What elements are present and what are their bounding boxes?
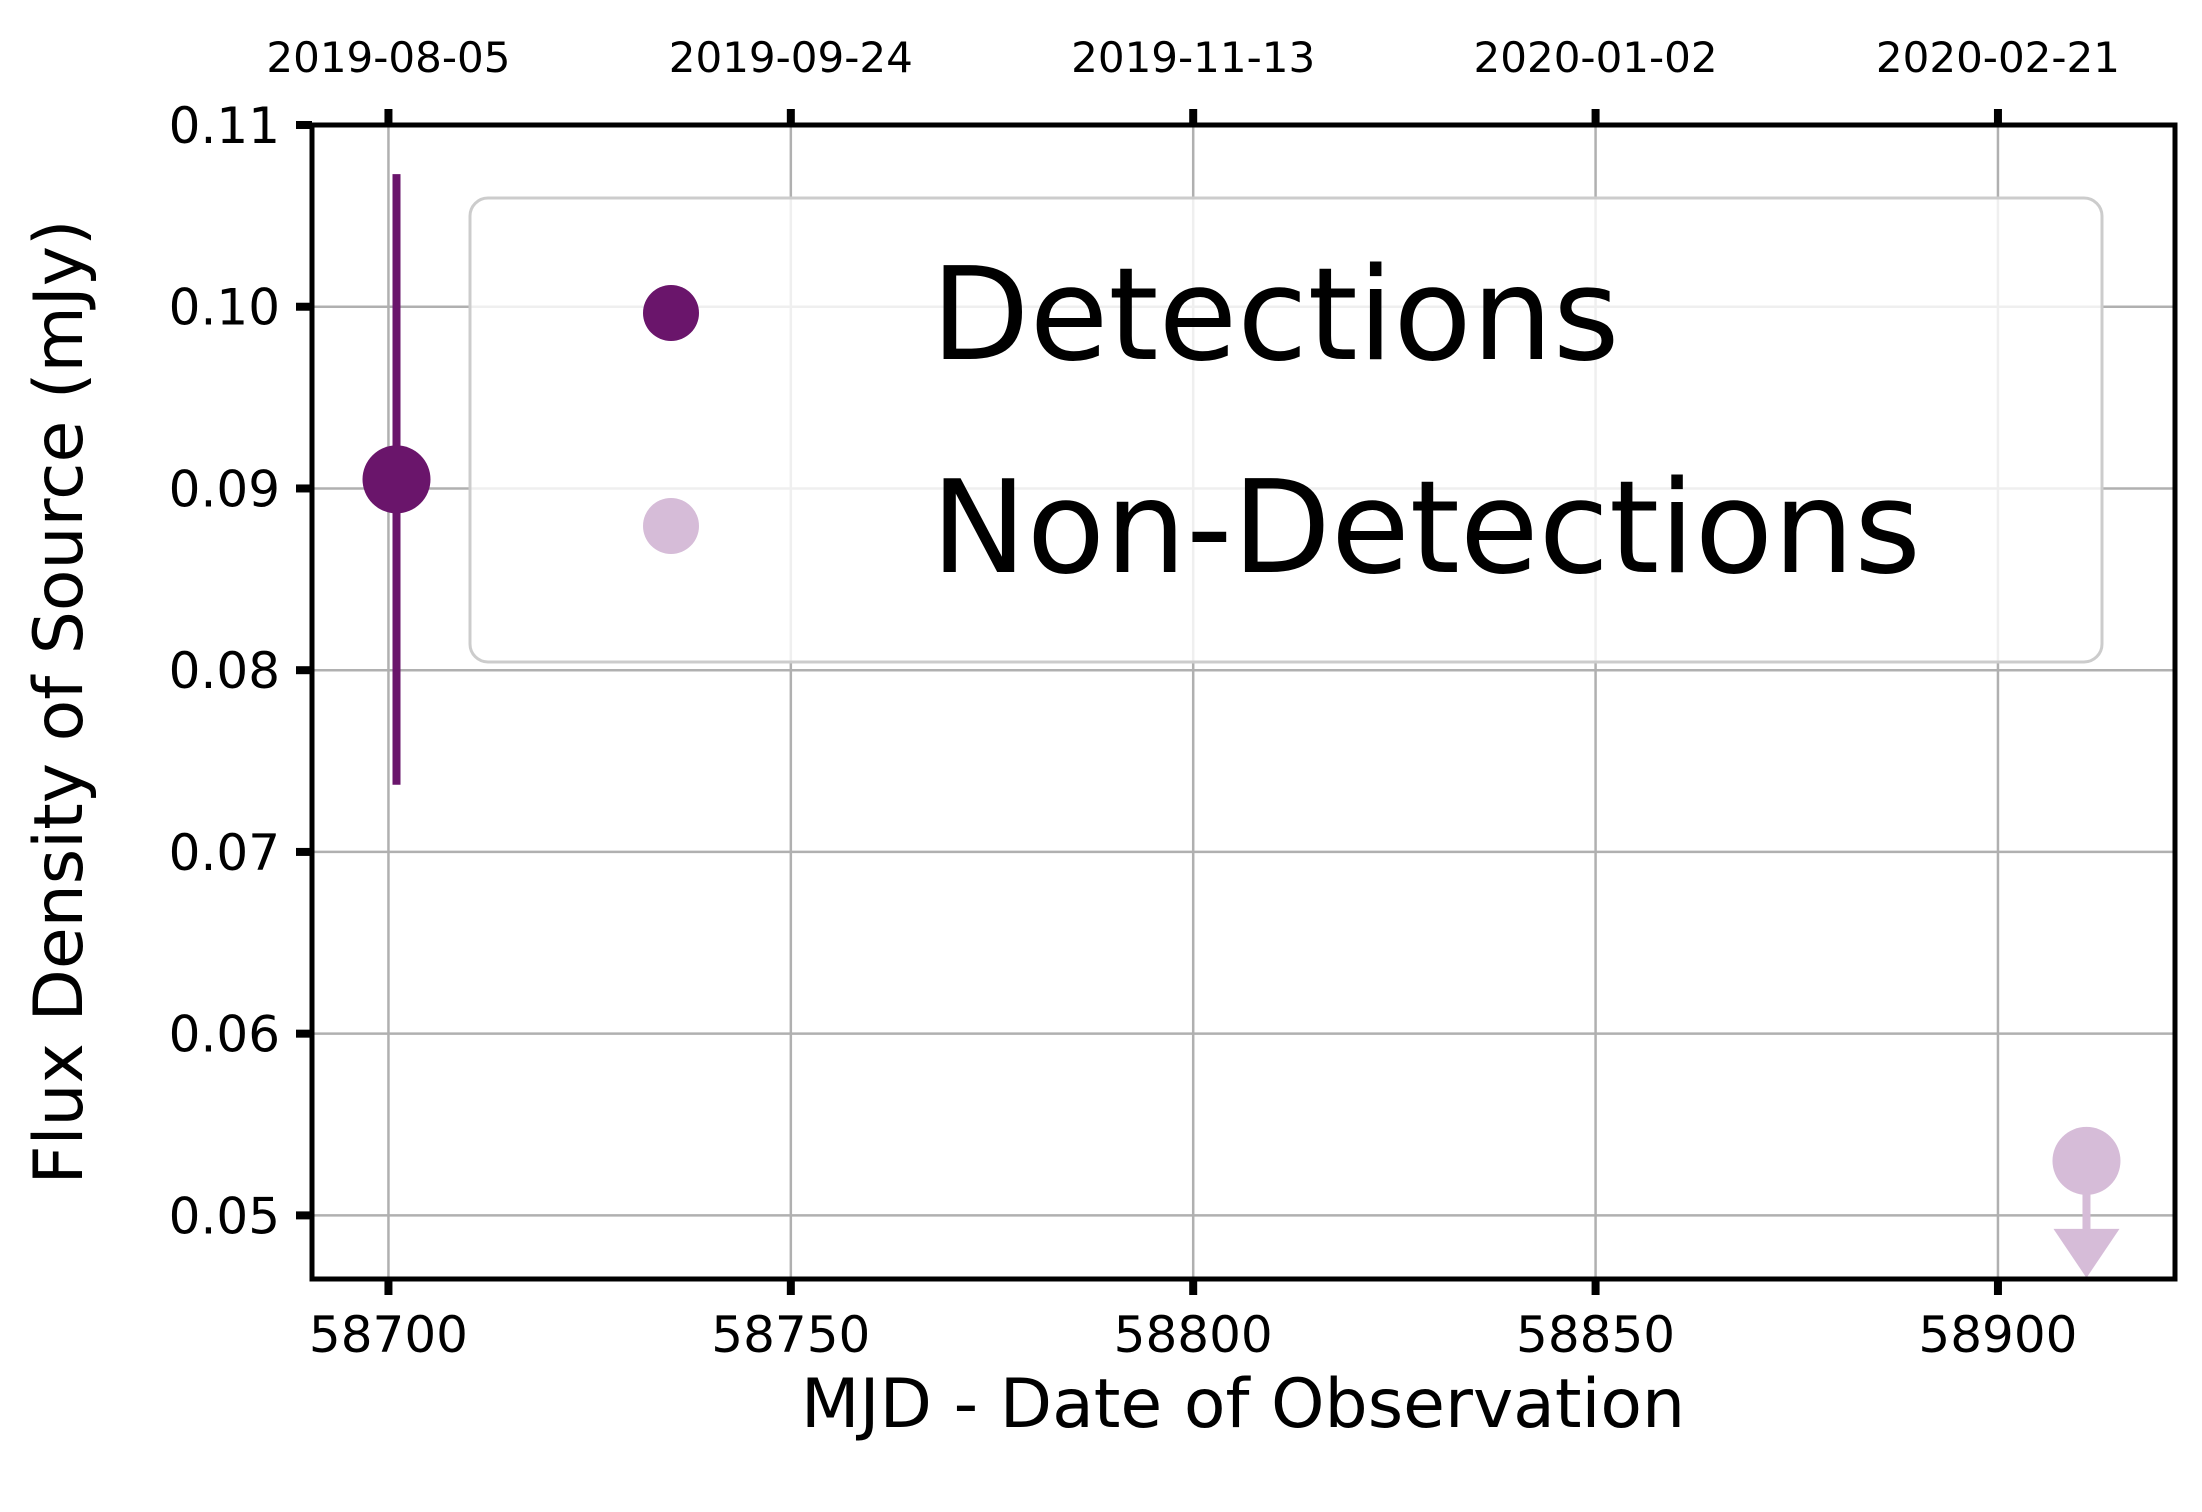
y-tick-label: 0.06 bbox=[169, 1006, 280, 1064]
legend-label: Non-Detections bbox=[931, 454, 1921, 603]
legend-marker bbox=[643, 498, 699, 554]
top-date-tick-label: 2019-11-13 bbox=[1071, 33, 1315, 82]
top-date-tick-label: 2020-02-21 bbox=[1876, 33, 2120, 82]
x-tick-label: 58900 bbox=[1918, 1306, 2077, 1364]
x-tick-label: 58700 bbox=[309, 1306, 468, 1364]
top-date-tick-label: 2019-08-05 bbox=[266, 33, 510, 82]
data-points bbox=[362, 174, 2121, 1278]
y-axis-title: Flux Density of Source (mJy) bbox=[20, 219, 99, 1184]
y-tick-label: 0.10 bbox=[169, 279, 280, 337]
x-tick-label: 58750 bbox=[711, 1306, 870, 1364]
plot-frame bbox=[309, 122, 2178, 1282]
detection-point bbox=[362, 445, 431, 514]
top-date-tick-label: 2020-01-02 bbox=[1474, 33, 1718, 82]
tick-labels: 58700 2019-08-05 58750 2019-09-24 58800 2019-… bbox=[169, 33, 2120, 1364]
y-tick-label: 0.09 bbox=[169, 460, 280, 518]
y-tick-label: 0.07 bbox=[169, 824, 280, 882]
tick-marks bbox=[296, 109, 2002, 1295]
x-axis-title: MJD - Date of Observation bbox=[801, 1365, 1685, 1444]
top-date-tick-label: 2019-09-24 bbox=[669, 33, 913, 82]
legend-marker bbox=[643, 285, 699, 341]
legend-label: Detections bbox=[931, 241, 1620, 390]
upper-limit-arrow bbox=[2053, 1228, 2120, 1278]
x-tick-label: 58800 bbox=[1114, 1306, 1273, 1364]
legend: Detections Non-Detections bbox=[468, 196, 2104, 664]
x-tick-label: 58850 bbox=[1516, 1306, 1675, 1364]
non-detection-point bbox=[2052, 1126, 2121, 1195]
legend-box bbox=[468, 196, 2104, 664]
y-tick-label: 0.08 bbox=[169, 642, 280, 700]
y-tick-label: 0.05 bbox=[169, 1187, 280, 1245]
y-tick-label: 0.11 bbox=[169, 97, 280, 155]
